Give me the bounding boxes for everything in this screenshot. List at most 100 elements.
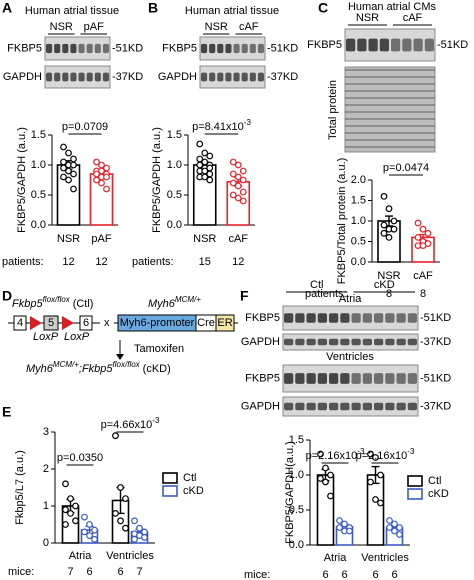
blot-band: [413, 38, 423, 52]
data-point: [390, 217, 398, 225]
legend-swatch: [162, 472, 178, 484]
panel-label: C: [318, 0, 328, 16]
y-axis-label: FKBP5/Total protein (a.u.): [336, 158, 348, 285]
blot-band: [317, 373, 327, 384]
y-tick-label: 0.0: [351, 256, 366, 268]
blot: [199, 36, 266, 61]
data-point: [60, 164, 67, 172]
p-value: p=0.0709: [62, 121, 108, 133]
data-point: [196, 140, 204, 148]
y-axis-label: Fkbp5/L7 (a.u.): [14, 450, 26, 525]
data-point: [141, 528, 148, 536]
lane-label: NSR: [356, 12, 379, 24]
y-axis-label: FKBP5/GAPDH(a.u.): [284, 441, 296, 544]
p-value: p=4.66x10-3: [101, 416, 160, 431]
data-point: [424, 229, 432, 237]
blot-band: [78, 72, 85, 82]
blot-band: [201, 72, 208, 82]
data-point: [234, 194, 242, 202]
y-tick-label: 2.0: [351, 174, 366, 186]
data-point: [86, 532, 93, 539]
panel-label: F: [240, 288, 249, 304]
bar: [366, 474, 385, 546]
blot-band: [249, 72, 256, 82]
blot-band: [257, 43, 264, 54]
legend-label: Ctl: [428, 475, 441, 487]
blot-band: [306, 338, 316, 346]
y-tick-label: 1: [43, 500, 49, 512]
blot-band: [317, 402, 327, 411]
data-point: [419, 225, 427, 233]
data-point: [380, 221, 388, 229]
blot-band: [396, 313, 406, 323]
blot-band: [295, 313, 305, 323]
blot-band: [295, 338, 305, 346]
y-tick-label: 1.0: [289, 469, 304, 481]
count: 7: [67, 566, 73, 578]
p-value: p=0.0350: [57, 452, 103, 464]
blot-band: [374, 313, 384, 323]
blot-band: [362, 373, 372, 384]
data-point: [70, 161, 77, 169]
blot-band: [306, 313, 316, 323]
exon-label: 5: [48, 317, 54, 329]
cre-label: Cre: [197, 317, 215, 329]
blot-band: [284, 338, 294, 346]
blot-band: [225, 72, 232, 82]
blot-band: [62, 43, 69, 54]
y-tick-label: 1.5: [351, 194, 366, 206]
panel-label: A: [2, 0, 12, 16]
blot-band: [368, 38, 378, 52]
blot-band: [340, 373, 350, 384]
data-point: [346, 527, 353, 535]
data-point: [239, 176, 247, 184]
size-label: -37KD: [420, 400, 451, 412]
y-tick-label: 1.5: [167, 129, 182, 141]
x-tick-label: cAF: [413, 270, 433, 282]
blot-band: [407, 373, 417, 384]
blot-band: [209, 43, 216, 54]
er-label: ER: [217, 317, 232, 329]
data-point: [317, 450, 324, 458]
data-point: [91, 535, 98, 543]
count: 12: [62, 256, 74, 268]
blot-band: [217, 72, 224, 82]
count: 15: [199, 256, 211, 268]
blot-band: [257, 72, 264, 82]
data-point: [62, 480, 69, 488]
data-point: [336, 517, 343, 524]
exon: [79, 315, 93, 331]
data-point: [322, 464, 329, 472]
blot-band: [62, 72, 69, 82]
blot-band: [306, 402, 316, 411]
y-tick-label: 0: [43, 537, 49, 549]
data-point: [386, 517, 393, 524]
blot-band: [209, 72, 216, 82]
data-point: [112, 510, 119, 517]
y-tick-label: 0.5: [289, 504, 304, 516]
p-value-exp: -3: [244, 118, 252, 127]
data-point: [81, 513, 88, 521]
blot-band: [407, 338, 417, 346]
size-label: -37KD: [267, 71, 298, 83]
protein-label: Total protein: [327, 80, 339, 140]
blot-title: Human atrial tissue: [25, 5, 119, 17]
blot-band: [241, 72, 248, 82]
lane-label: NSR: [205, 21, 228, 33]
y-tick-label: 0.0: [289, 539, 304, 551]
data-point: [419, 242, 427, 250]
protein-label: GAPDH: [241, 336, 280, 348]
arrow-head: [116, 354, 124, 360]
x-tick-label: pAF: [91, 233, 111, 245]
blot-band: [396, 338, 406, 346]
ctl-genotype: Fkbp5flox/flox (Ctl): [12, 295, 93, 310]
blot-band: [407, 313, 417, 323]
lane-label: cKD: [374, 279, 395, 291]
y-tick-label: 1.5: [289, 434, 304, 446]
blot: [282, 364, 419, 393]
data-point: [70, 155, 77, 163]
data-point: [396, 524, 403, 531]
data-point: [86, 521, 93, 528]
blot-band: [54, 43, 61, 54]
blot-band: [233, 72, 240, 82]
